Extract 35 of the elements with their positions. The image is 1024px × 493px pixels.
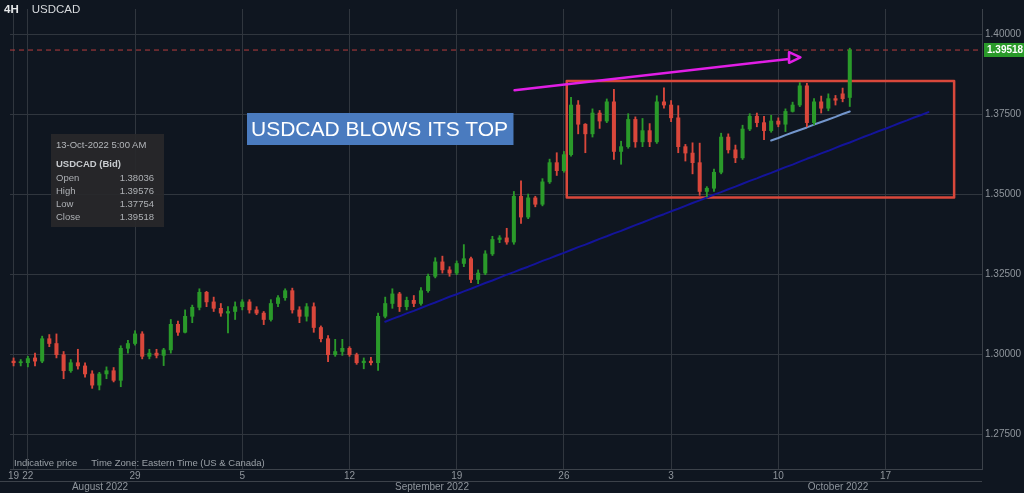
y-tick-label: 1.30000	[985, 348, 1022, 360]
annotation: USDCAD BLOWS ITS TOP	[251, 116, 509, 140]
x-tick-label: 3	[668, 469, 675, 481]
annotation: 1.39518	[119, 210, 154, 222]
x-tick-label: 5	[239, 469, 246, 481]
annotation: Low	[56, 197, 74, 209]
y-tick-label: 1.40000	[985, 28, 1022, 40]
annotation: Close	[56, 210, 81, 222]
y-tick-label: 1.32500	[985, 268, 1022, 280]
text: October 2022	[807, 481, 869, 493]
x-tick-label: 26	[558, 469, 570, 481]
annotation: Time Zone: Eastern Time (US & Canada)	[91, 456, 265, 468]
chart-title: USDCAD	[31, 3, 81, 16]
x-tick-label: 19	[8, 469, 20, 481]
text: August 2022	[71, 481, 129, 493]
annotation: 1.39576	[119, 184, 154, 196]
annotation: 1.37754	[119, 197, 154, 209]
annotation: 13-Oct-2022 5:00 AM	[56, 138, 147, 150]
x-tick-label: 19	[451, 469, 463, 481]
y-tick-label: 1.37500	[985, 108, 1022, 120]
annotation: USDCAD (Bid)	[56, 157, 121, 169]
x-tick-label: 12	[343, 469, 356, 481]
x-tick-label: 22	[22, 469, 34, 481]
annotation: High	[56, 184, 76, 196]
y-tick-label: 1.27500	[985, 428, 1022, 440]
y-tick-label: 1.35000	[985, 188, 1022, 200]
text: September 2022	[395, 481, 470, 493]
annotation: Open	[56, 171, 80, 183]
annotation: 1.38036	[119, 171, 154, 183]
x-tick-label: 10	[772, 469, 785, 481]
chart-subtitle: 4H	[4, 3, 19, 16]
ref-line-label: 1.39518	[987, 44, 1024, 56]
x-tick-label: 29	[129, 469, 142, 481]
x-tick-label: 17	[879, 469, 892, 481]
annotation: Indicative price	[14, 456, 78, 468]
